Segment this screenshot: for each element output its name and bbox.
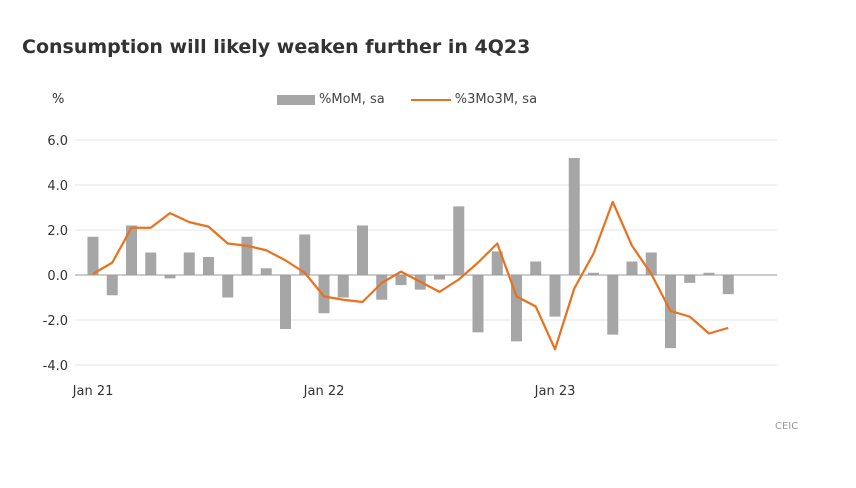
y-tick-label: -4.0 bbox=[43, 359, 68, 374]
bar bbox=[241, 236, 253, 275]
x-tick-label: Jan 22 bbox=[303, 384, 345, 399]
bar bbox=[568, 158, 580, 275]
bar bbox=[145, 252, 157, 275]
bar bbox=[376, 275, 388, 300]
bar bbox=[626, 261, 638, 275]
bar bbox=[703, 272, 715, 275]
y-tick-label: 2.0 bbox=[47, 224, 68, 239]
bar bbox=[357, 225, 368, 275]
legend-swatch-bar bbox=[277, 94, 315, 105]
bar bbox=[395, 275, 407, 286]
y-axis-unit: % bbox=[52, 92, 65, 107]
bar bbox=[530, 261, 542, 275]
bar bbox=[472, 275, 484, 333]
chart-title: Consumption will likely weaken further i… bbox=[22, 36, 531, 58]
bar bbox=[684, 275, 696, 283]
bar bbox=[280, 275, 291, 329]
bar bbox=[106, 275, 118, 296]
legend-label-3mo3m: %3Mo3M, sa bbox=[454, 92, 538, 107]
bar bbox=[126, 225, 137, 275]
bar bbox=[260, 268, 272, 275]
bar bbox=[87, 236, 99, 275]
y-tick-label: 6.0 bbox=[47, 134, 68, 149]
line-series bbox=[92, 200, 729, 351]
x-tick-label: Jan 23 bbox=[534, 384, 576, 399]
bar bbox=[511, 275, 522, 342]
legend-swatch-line bbox=[410, 98, 451, 101]
bar bbox=[222, 275, 234, 298]
bar bbox=[318, 275, 330, 314]
legend-label-mom: %MoM, sa bbox=[319, 92, 385, 107]
legend: %MoM, sa %3Mo3M, sa bbox=[277, 92, 537, 107]
y-tick-label: 4.0 bbox=[47, 179, 68, 194]
y-tick-label: 0.0 bbox=[47, 269, 68, 284]
bar bbox=[549, 275, 561, 317]
bar bbox=[299, 234, 311, 275]
bar bbox=[491, 251, 503, 275]
bar bbox=[722, 275, 734, 295]
x-tick-label: Jan 21 bbox=[72, 384, 114, 399]
bar bbox=[588, 272, 599, 275]
bar bbox=[453, 206, 465, 275]
bar bbox=[607, 275, 619, 335]
bar bbox=[164, 275, 176, 279]
bar bbox=[203, 257, 214, 275]
y-tick-label: -2.0 bbox=[43, 314, 68, 329]
bar bbox=[434, 275, 445, 280]
bar bbox=[337, 275, 349, 298]
bar bbox=[183, 252, 195, 275]
source-label: CEIC bbox=[775, 421, 799, 432]
bar bbox=[645, 252, 657, 275]
